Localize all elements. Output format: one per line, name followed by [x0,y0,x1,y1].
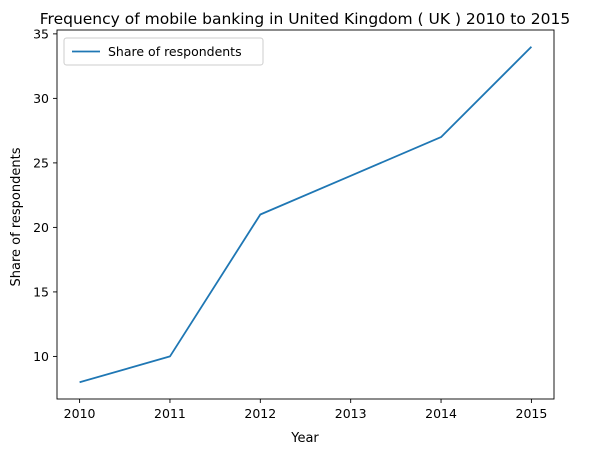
data-point-2013 [349,175,351,177]
legend-box [63,37,264,66]
data-point-2012 [259,213,261,215]
x-tick-label-2014: 2014 [425,406,457,421]
data-point-2010 [78,381,80,383]
x-tick-label-2010: 2010 [64,406,96,421]
y-tick-label-35: 35 [33,26,49,41]
x-tick-label-2012: 2012 [244,406,276,421]
y-tick-label-15: 15 [33,284,49,299]
data-point-2014 [440,136,442,138]
plot-area: 2010 2011 2012 2013 2014 2015 10 15 20 25 30 35 [33,26,555,421]
series-line-0 [79,46,533,384]
plot-frame [56,29,555,400]
legend-label-0: Share of respondents [108,44,242,59]
data-point-2011 [169,355,171,357]
y-tick-label-25: 25 [33,155,49,170]
x-tick-label-2013: 2013 [335,406,367,421]
data-point-2015 [530,46,532,48]
y-axis-label: Share of respondents [9,147,24,286]
x-tick-label-2011: 2011 [154,406,186,421]
y-tick-label-20: 20 [33,220,49,235]
x-axis-label: Year [290,431,319,446]
y-tick-label-10: 10 [33,349,49,364]
legend: Share of respondents [63,37,264,66]
chart-title: Frequency of mobile banking in United Ki… [40,10,570,28]
y-tick-label-30: 30 [33,91,49,106]
x-tick-label-2015: 2015 [516,406,548,421]
